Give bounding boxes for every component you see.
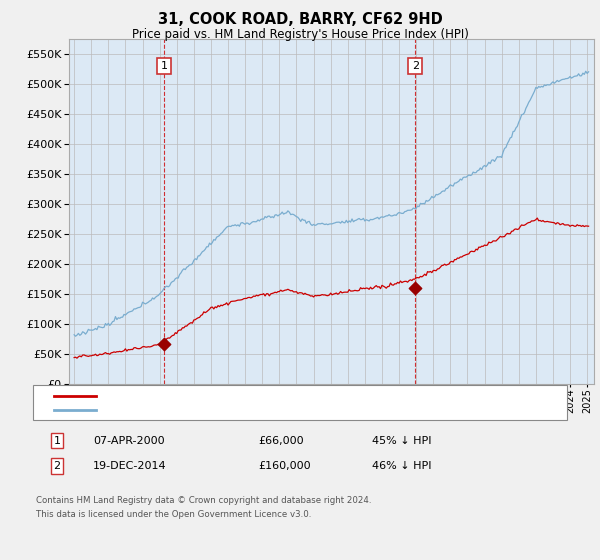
Text: This data is licensed under the Open Government Licence v3.0.: This data is licensed under the Open Gov… [36,510,311,519]
Text: 1: 1 [160,61,167,71]
Text: 2: 2 [53,461,61,471]
Text: 46% ↓ HPI: 46% ↓ HPI [372,461,431,471]
Text: £160,000: £160,000 [258,461,311,471]
Text: £66,000: £66,000 [258,436,304,446]
Text: HPI: Average price, detached house, Vale of Glamorgan: HPI: Average price, detached house, Vale… [105,405,395,415]
Text: Contains HM Land Registry data © Crown copyright and database right 2024.: Contains HM Land Registry data © Crown c… [36,496,371,505]
Text: 1: 1 [53,436,61,446]
Text: Price paid vs. HM Land Registry's House Price Index (HPI): Price paid vs. HM Land Registry's House … [131,28,469,41]
Point [159,339,169,348]
Text: 31, COOK ROAD, BARRY, CF62 9HD: 31, COOK ROAD, BARRY, CF62 9HD [158,12,442,27]
Text: 2: 2 [412,61,419,71]
Text: 07-APR-2000: 07-APR-2000 [93,436,164,446]
Point [410,283,420,292]
Text: 31, COOK ROAD, BARRY, CF62 9HD (detached house): 31, COOK ROAD, BARRY, CF62 9HD (detached… [105,391,383,401]
Text: 45% ↓ HPI: 45% ↓ HPI [372,436,431,446]
Text: 19-DEC-2014: 19-DEC-2014 [93,461,167,471]
